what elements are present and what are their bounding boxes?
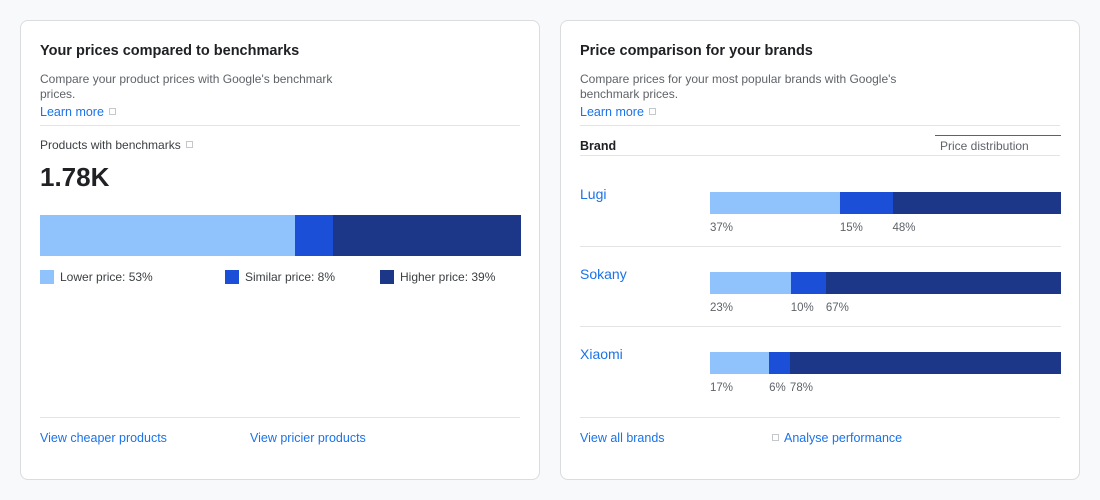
legend-lower: Lower price: 53% — [40, 270, 153, 284]
higher-price-segment — [333, 215, 521, 256]
card-description: Compare prices for your most popular bra… — [580, 72, 897, 101]
metric-label-text: Products with benchmarks — [40, 138, 181, 152]
higher-price-percent: 78% — [789, 382, 813, 394]
legend-lower-label: Lower price: 53% — [60, 270, 153, 284]
higher-price-segment — [789, 352, 1061, 374]
higher-price-percent: 48% — [892, 222, 916, 234]
lower-price-segment — [40, 215, 295, 256]
learn-more-label: Learn more — [580, 105, 644, 119]
learn-more-link[interactable]: Learn more — [580, 105, 656, 119]
brand-name-link[interactable]: Xiaomi — [580, 346, 623, 362]
brand-row: Sokany 23% 10% 67% — [580, 246, 1061, 327]
analyse-performance-link[interactable]: Analyse performance — [772, 431, 902, 445]
divider — [40, 417, 520, 418]
similar-price-segment — [790, 272, 826, 294]
higher-price-percent: 67% — [825, 302, 849, 314]
similar-price-segment — [769, 352, 790, 374]
brand-price-bar — [710, 352, 1061, 374]
card-title: Price comparison for your brands — [580, 43, 813, 59]
header-divider — [580, 155, 1060, 156]
divider — [580, 417, 1060, 418]
similar-price-percent: 10% — [790, 302, 814, 314]
brand-row: Lugi 37% 15% 48% — [580, 166, 1061, 247]
legend-higher: Higher price: 39% — [380, 270, 495, 284]
similar-price-segment — [294, 215, 334, 256]
lower-price-segment — [710, 192, 840, 214]
products-with-benchmarks-value: 1.78K — [40, 162, 110, 192]
brand-column-header: Brand — [580, 139, 617, 153]
lower-price-percent: 23% — [710, 302, 734, 314]
lower-price-percent: 37% — [710, 222, 734, 234]
brand-name-link[interactable]: Sokany — [580, 266, 627, 282]
legend-higher-label: Higher price: 39% — [400, 270, 496, 284]
brand-row: Xiaomi 17% 6% 78% — [580, 326, 1061, 406]
brand-comparison-card: Price comparison for your brands Compare… — [560, 20, 1080, 480]
view-pricier-products-link[interactable]: View pricier products — [250, 431, 366, 445]
divider — [40, 125, 520, 126]
row-divider — [580, 246, 1061, 247]
legend-similar-label: Similar price: 8% — [245, 270, 336, 284]
legend-swatch-higher — [380, 270, 394, 284]
brand-price-bar — [710, 192, 1061, 214]
view-cheaper-products-link[interactable]: View cheaper products — [40, 431, 167, 445]
open-in-new-icon — [108, 108, 116, 115]
similar-price-percent: 6% — [769, 382, 786, 394]
legend-similar: Similar price: 8% — [225, 270, 335, 284]
higher-price-segment — [825, 272, 1061, 294]
price-distribution-bar — [40, 215, 521, 256]
products-with-benchmarks-label: Products with benchmarks — [40, 138, 193, 152]
divider — [580, 125, 1060, 126]
view-all-brands-link[interactable]: View all brands — [580, 431, 665, 445]
row-divider — [580, 326, 1061, 327]
analytics-icon — [772, 434, 779, 441]
learn-more-label: Learn more — [40, 105, 104, 119]
similar-price-percent: 15% — [839, 222, 863, 234]
info-icon[interactable] — [185, 141, 193, 148]
price-distribution-column-header: Price distribution — [935, 135, 1061, 153]
similar-price-segment — [839, 192, 893, 214]
brand-name-link[interactable]: Lugi — [580, 186, 607, 202]
higher-price-segment — [892, 192, 1061, 214]
lower-price-segment — [710, 352, 770, 374]
lower-price-segment — [710, 272, 791, 294]
card-title: Your prices compared to benchmarks — [40, 43, 300, 59]
card-description: Compare your product prices with Google'… — [40, 72, 333, 101]
open-in-new-icon — [648, 108, 656, 115]
analyse-performance-label: Analyse performance — [784, 431, 903, 445]
legend-swatch-lower — [40, 270, 54, 284]
lower-price-percent: 17% — [710, 382, 734, 394]
learn-more-link[interactable]: Learn more — [40, 105, 116, 119]
legend-swatch-similar — [225, 270, 239, 284]
brand-price-bar — [710, 272, 1061, 294]
benchmark-card: Your prices compared to benchmarks Compa… — [20, 20, 540, 480]
